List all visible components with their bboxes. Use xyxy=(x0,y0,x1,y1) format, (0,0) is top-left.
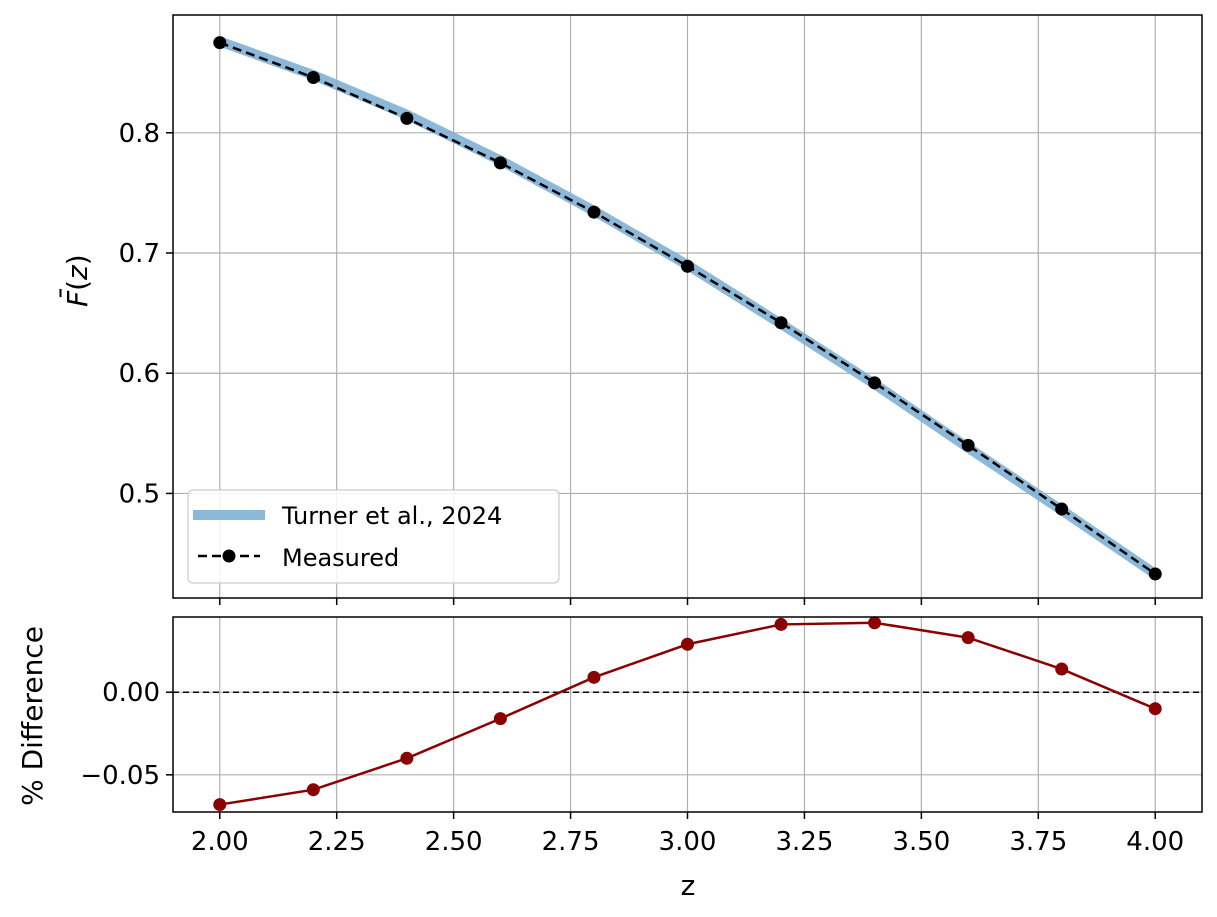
measured-point xyxy=(493,156,507,170)
bottom-xtick-label: 2.00 xyxy=(191,827,249,857)
legend-marker-measured xyxy=(222,549,236,563)
difference-point xyxy=(961,631,975,645)
difference-point xyxy=(493,712,507,726)
measured-point xyxy=(1055,502,1069,516)
measured-point xyxy=(306,71,320,85)
bottom-ticks: 2.00 2.25 2.50 2.75 3.00 3.25 3.50 3.75 4.00 −0.0… xyxy=(80,678,1184,857)
measured-point xyxy=(681,259,694,273)
measured-point xyxy=(213,36,227,50)
bottom-xtick-label: 2.25 xyxy=(308,827,366,857)
measured-point xyxy=(868,376,882,390)
bottom-xtick-label: 2.75 xyxy=(542,827,600,857)
measured-point xyxy=(587,205,601,219)
top-ylabel-bar-mark: ¯ xyxy=(54,286,87,300)
difference-point xyxy=(213,798,227,812)
measured-point xyxy=(961,438,975,452)
legend-box xyxy=(187,489,560,584)
difference-point xyxy=(587,670,601,684)
bottom-xtick-label: 3.50 xyxy=(892,827,950,857)
difference-point xyxy=(774,617,788,631)
top-panel: 0.5 0.6 0.7 0.8 F(z) ¯ Turner et al., 2024 … xyxy=(54,14,1203,605)
bottom-ylabel: % Difference xyxy=(16,626,49,806)
legend: Turner et al., 2024 Measured xyxy=(187,489,560,584)
bottom-xtick-label: 4.00 xyxy=(1126,827,1184,857)
bottom-xtick-label: 3.75 xyxy=(1009,827,1067,857)
legend-label-turner: Turner et al., 2024 xyxy=(281,502,502,530)
bottom-panel: 2.00 2.25 2.50 2.75 3.00 3.25 3.50 3.75 4.00 −0.0… xyxy=(16,616,1203,902)
bottom-series xyxy=(173,616,1202,812)
difference-point xyxy=(868,616,882,630)
top-ylabel-var: z xyxy=(61,264,94,281)
difference-point xyxy=(1055,662,1069,676)
bottom-xlabel: z xyxy=(681,869,696,902)
bottom-xtick-label: 3.00 xyxy=(659,827,717,857)
top-ytick-label: 0.7 xyxy=(119,239,160,269)
top-ylabel-paren-open: ( xyxy=(61,280,94,291)
top-ylabel-main: F xyxy=(61,290,94,307)
difference-point xyxy=(681,637,694,651)
top-ytick-label: 0.5 xyxy=(119,479,160,509)
bottom-xtick-label: 3.25 xyxy=(775,827,833,857)
bottom-ytick-label: 0.00 xyxy=(102,678,160,708)
measured-point xyxy=(1148,567,1162,581)
top-ytick-label: 0.8 xyxy=(119,119,160,149)
legend-label-measured: Measured xyxy=(282,544,399,572)
bottom-xtick-label: 2.50 xyxy=(425,827,483,857)
top-ylabel-paren-close: ) xyxy=(61,254,94,265)
measured-point xyxy=(400,111,414,125)
measured-point xyxy=(774,316,788,330)
top-ytick-label: 0.6 xyxy=(119,359,160,389)
bottom-ytick-label: −0.05 xyxy=(80,761,160,791)
difference-point xyxy=(306,783,320,797)
top-ticks: 0.5 0.6 0.7 0.8 xyxy=(119,119,1156,605)
difference-point xyxy=(400,751,414,765)
top-ylabel: F(z) xyxy=(61,254,94,307)
difference-point xyxy=(1148,702,1162,716)
top-series xyxy=(213,36,1162,581)
